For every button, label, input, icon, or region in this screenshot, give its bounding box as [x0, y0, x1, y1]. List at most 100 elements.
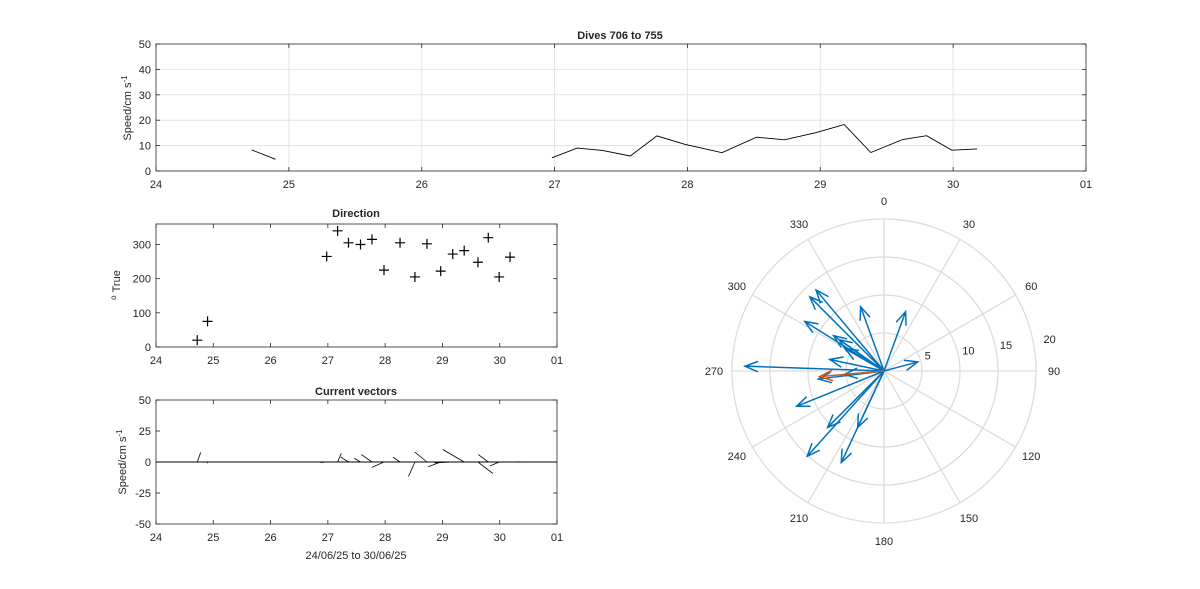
current-arrow: [809, 296, 885, 372]
mean-arrow-head: [817, 369, 834, 382]
polar-panel: 0 30 60 90 120 150 180 210 240 270 300 330 5 10 15 20: [705, 196, 1060, 548]
polar-spoke: [883, 370, 1016, 448]
polar-radius-label: 20: [1043, 334, 1055, 346]
current-arrow-head: [895, 309, 907, 326]
polar-spoke: [807, 370, 885, 503]
vector-stick: [414, 451, 428, 463]
direction-point: [472, 257, 483, 268]
speed-panel: Dives 706 to 755 Speed/cm s-1 24 25 26 27 28…: [120, 30, 1092, 191]
mean-arrow: [819, 370, 885, 378]
direction-point: [192, 335, 203, 346]
speed-series-line: [551, 123, 978, 159]
polar-spoke: [883, 370, 961, 503]
speed-axes-box: [155, 43, 1087, 172]
polar-radius-label: 15: [1000, 340, 1012, 352]
polar-angle-label: 180: [875, 536, 893, 548]
polar-spoke: [883, 239, 961, 372]
polar-angle-label: 330: [790, 219, 808, 231]
direction-point: [343, 237, 354, 248]
vectors-ytick-label: 50: [139, 395, 151, 407]
direction-point: [494, 271, 505, 282]
vector-stick: [434, 461, 453, 464]
current-arrow: [829, 358, 885, 372]
vectors-ytick-label: 25: [139, 426, 151, 438]
speed-xtick-label: 25: [283, 179, 295, 191]
direction-ylabel: oTrue: [109, 270, 123, 300]
current-arrow: [806, 370, 885, 457]
speed-ytick-label: 10: [139, 141, 151, 153]
vector-stick: [489, 461, 500, 467]
polar-angle-label: 90: [1048, 366, 1060, 378]
direction-axes-box: [155, 223, 558, 348]
vectors-title: Current vectors: [315, 386, 397, 398]
direction-xtick-label: 30: [494, 355, 506, 367]
speed-xtick-label: 01: [1080, 179, 1092, 191]
direction-point: [321, 251, 332, 262]
direction-point: [435, 266, 446, 277]
current-arrow-head: [859, 304, 871, 321]
speed-xtick-label: 24: [150, 179, 162, 191]
vector-stick: [408, 461, 416, 477]
polar-angle-label: 240: [728, 451, 746, 463]
direction-point: [378, 265, 389, 276]
speed-xtick-label: 28: [681, 179, 693, 191]
vectors-ylabel: Speed/cm s-1: [115, 429, 129, 495]
polar-angle-label: 210: [790, 513, 808, 525]
current-arrow: [859, 306, 885, 372]
speed-series-line: [251, 149, 276, 160]
speed-xtick-label: 27: [548, 179, 560, 191]
vector-stick: [371, 461, 385, 468]
vectors-xtick-label: 29: [436, 532, 448, 544]
vector-stick: [340, 456, 349, 463]
polar-angle-label: 60: [1025, 281, 1037, 293]
polar-radius-label: 10: [962, 345, 974, 357]
speed-ytick-label: 50: [139, 39, 151, 51]
current-arrow-head: [805, 442, 821, 458]
direction-xtick-label: 25: [207, 355, 219, 367]
direction-xtick-label: 28: [379, 355, 391, 367]
direction-point: [366, 234, 377, 245]
direction-xtick-label: 01: [551, 355, 563, 367]
direction-ytick-label: 0: [145, 342, 151, 354]
vectors-xtick-label: 27: [322, 532, 334, 544]
polar-angle-label: 150: [960, 513, 978, 525]
current-arrow: [804, 320, 885, 372]
speed-xtick-label: 29: [814, 179, 826, 191]
vectors-ytick-label: -25: [135, 488, 151, 500]
vectors-xtick-label: 28: [379, 532, 391, 544]
direction-ytick-label: 300: [133, 240, 151, 252]
current-arrow-head: [827, 356, 844, 368]
vectors-xtick-label: 24: [150, 532, 162, 544]
vectors-panel: Current vectors Speed/cm s-1 24/06/25 to…: [115, 386, 563, 562]
direction-point: [505, 252, 516, 263]
vector-stick: [478, 454, 489, 463]
polar-angle-label: 300: [728, 281, 746, 293]
direction-xtick-label: 26: [264, 355, 276, 367]
direction-point: [395, 237, 406, 248]
current-arrow-head: [840, 448, 853, 465]
direction-point: [483, 232, 494, 243]
vector-stick: [442, 449, 465, 463]
current-arrow-head: [808, 295, 824, 311]
polar-angle-label: 270: [705, 366, 723, 378]
direction-xtick-label: 24: [150, 355, 162, 367]
polar-spoke: [883, 294, 1016, 372]
current-arrow: [796, 370, 885, 407]
vector-stick: [361, 454, 373, 463]
speed-xtick-label: 26: [416, 179, 428, 191]
speed-title: Dives 706 to 755: [577, 30, 663, 42]
direction-point: [409, 271, 420, 282]
direction-point: [459, 245, 470, 256]
direction-point: [421, 238, 432, 249]
speed-ylabel: Speed/cm s-1: [120, 75, 134, 141]
current-arrow-head: [856, 413, 869, 430]
direction-title: Direction: [332, 208, 380, 220]
vectors-xtick-label: 26: [264, 532, 276, 544]
current-arrow: [815, 289, 885, 372]
polar-radius-label: 5: [925, 351, 931, 363]
direction-xtick-label: 29: [436, 355, 448, 367]
polar-angle-label: 30: [963, 219, 975, 231]
current-arrow: [883, 361, 918, 372]
vector-stick: [477, 461, 494, 474]
